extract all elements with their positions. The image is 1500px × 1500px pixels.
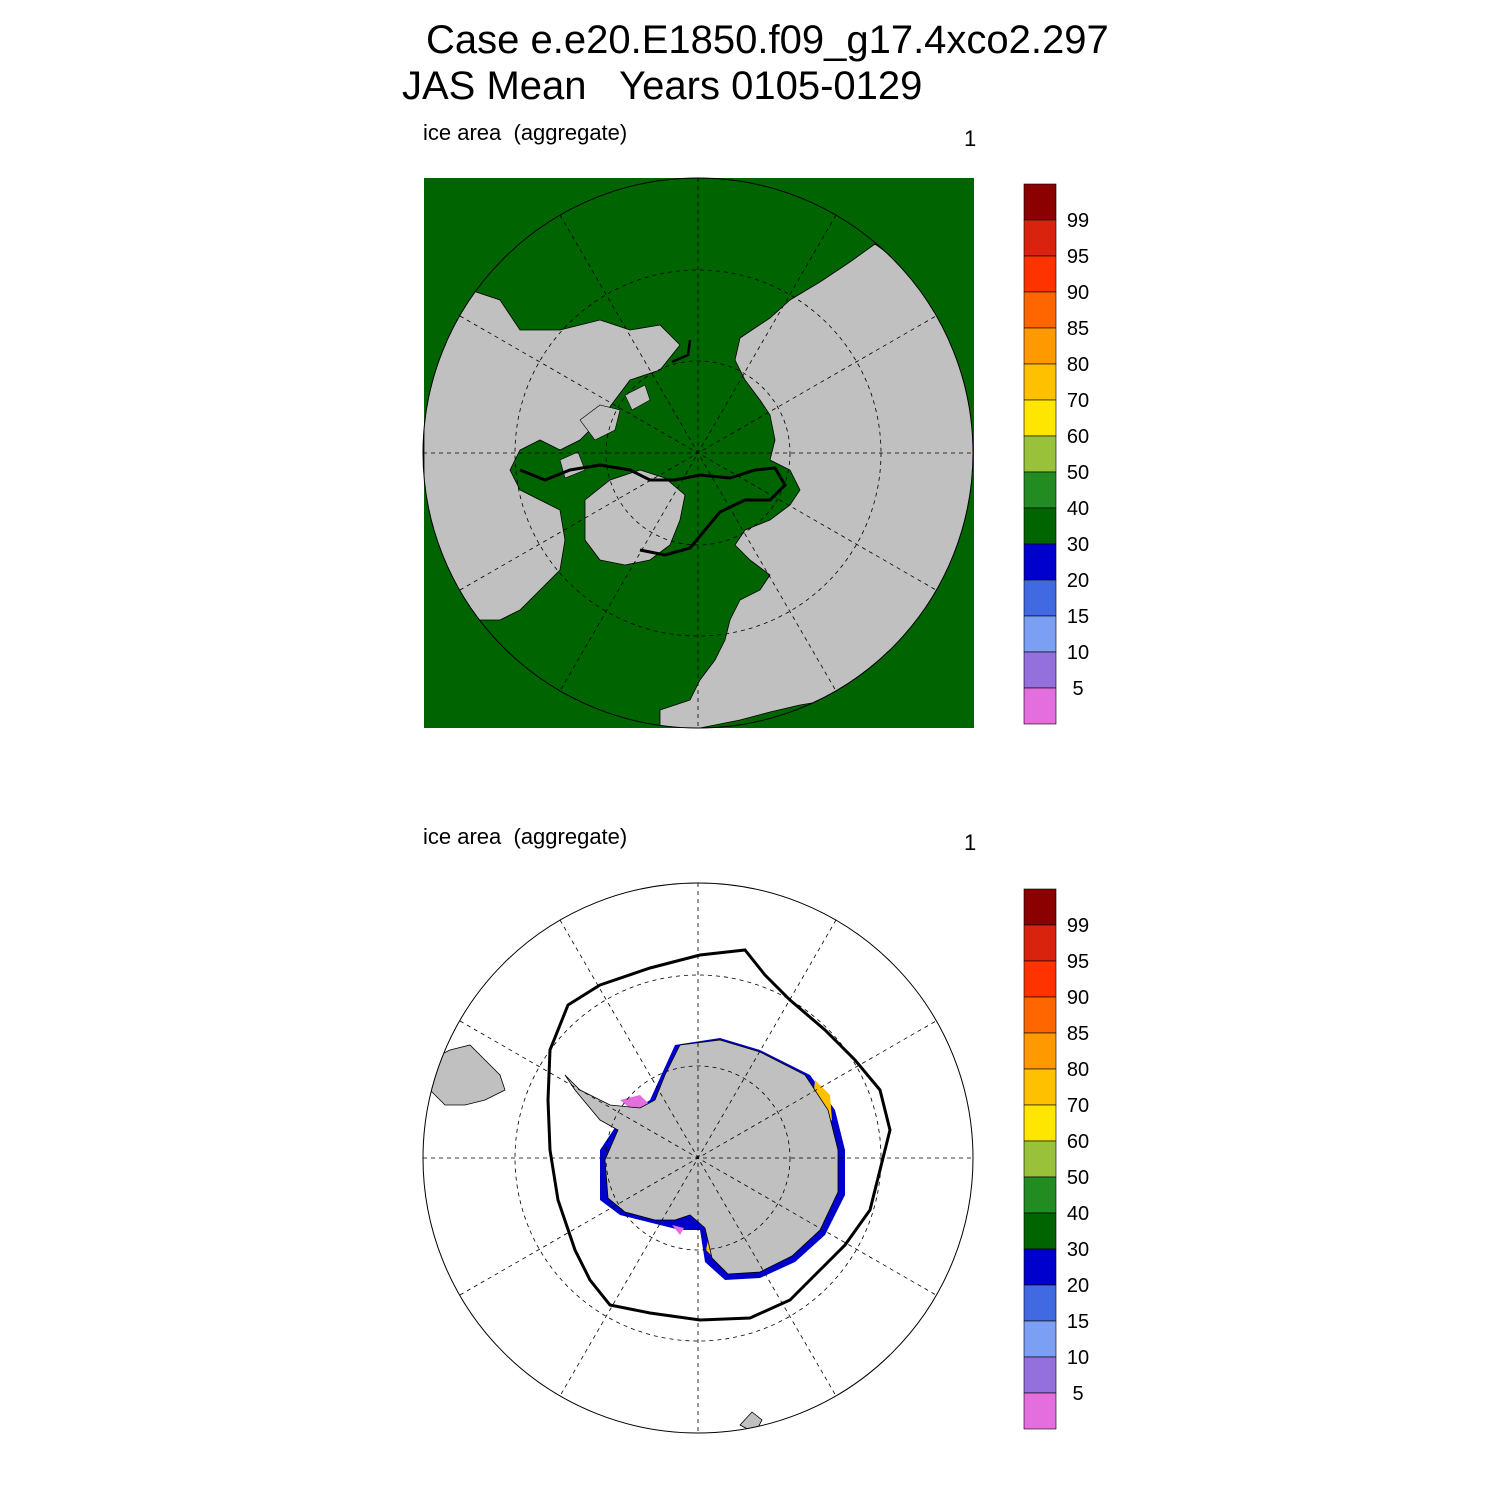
south-colorbar-swatch <box>1023 1248 1057 1286</box>
north-colorbar-label: 20 <box>1067 570 1089 592</box>
north-colorbar-label: 50 <box>1067 462 1089 484</box>
north-graticule <box>423 178 973 728</box>
south-land-antarctica <box>564 1039 839 1275</box>
north-colorbar-swatch <box>1023 255 1057 293</box>
north-colorbar-label: 40 <box>1067 498 1089 520</box>
north-colorbar-swatch <box>1023 507 1057 545</box>
north-colorbar-label: 85 <box>1067 318 1089 340</box>
north-colorbar-swatch <box>1023 615 1057 653</box>
south-colorbar-swatch <box>1023 1032 1057 1070</box>
north-colorbar-label: 60 <box>1067 426 1089 448</box>
north-colorbar-label: 95 <box>1067 246 1089 268</box>
north-colorbar-swatch <box>1023 543 1057 581</box>
south-colorbar-label: 70 <box>1067 1095 1089 1117</box>
north-colorbar-label: 90 <box>1067 282 1089 304</box>
north-colorbar-label: 99 <box>1067 210 1089 232</box>
south-map-border <box>422 882 974 1434</box>
south-colorbar-swatch <box>1023 996 1057 1034</box>
north-panel-number: 1 <box>964 126 977 151</box>
north-colorbar-swatch <box>1023 399 1057 437</box>
south-colorbar-label: 15 <box>1067 1311 1089 1333</box>
north-sea-ice-edge <box>519 463 787 557</box>
north-colorbar-swatch <box>1023 651 1057 689</box>
south-colorbar: 99 95 90 85 80 70 60 50 40 30 20 15 10 5 <box>1023 888 1089 1430</box>
north-colorbar-label: 80 <box>1067 354 1089 376</box>
south-colorbar-label: 60 <box>1067 1131 1089 1153</box>
north-colorbar-swatch <box>1023 291 1057 329</box>
south-colorbar-label: 30 <box>1067 1239 1089 1261</box>
north-map-border <box>422 177 974 729</box>
north-colorbar-label: 15 <box>1067 606 1089 628</box>
plot-subtitle: JAS Mean Years 0105-0129 <box>402 64 923 108</box>
south-colorbar-label: 50 <box>1067 1167 1089 1189</box>
north-colorbar-swatch <box>1023 183 1057 221</box>
south-colorbar-swatch <box>1023 1176 1057 1214</box>
south-colorbar-label: 99 <box>1067 915 1089 937</box>
south-colorbar-swatch <box>1023 924 1057 962</box>
south-colorbar-label: 90 <box>1067 987 1089 1009</box>
north-colorbar-swatch <box>1023 435 1057 473</box>
south-colorbar-swatch <box>1023 1356 1057 1394</box>
north-colorbar-swatch <box>1023 327 1057 365</box>
south-colorbar-swatch <box>1023 1320 1057 1358</box>
north-colorbar-swatch <box>1023 579 1057 617</box>
south-colorbar-label: 85 <box>1067 1023 1089 1045</box>
south-polar-map <box>422 882 974 1434</box>
south-colorbar-label: 20 <box>1067 1275 1089 1297</box>
south-colorbar-label: 80 <box>1067 1059 1089 1081</box>
north-sea-ice-edge-inner <box>671 339 692 364</box>
north-colorbar-label: 10 <box>1067 642 1089 664</box>
north-colorbar-swatch <box>1023 471 1057 509</box>
north-colorbar-swatch <box>1023 687 1057 725</box>
north-panel-label: ice area (aggregate) <box>423 120 628 145</box>
north-polar-map <box>422 177 974 729</box>
north-colorbar-label: 30 <box>1067 534 1089 556</box>
south-colorbar-swatch <box>1023 960 1057 998</box>
south-land-south-america <box>429 1044 506 1106</box>
south-colorbar-label: 5 <box>1072 1383 1083 1405</box>
south-panel-number: 1 <box>964 830 977 855</box>
south-colorbar-label: 40 <box>1067 1203 1089 1225</box>
north-colorbar-label: 70 <box>1067 390 1089 412</box>
south-colorbar-swatch <box>1023 888 1057 926</box>
south-colorbar-label: 95 <box>1067 951 1089 973</box>
south-colorbar-swatch <box>1023 1104 1057 1142</box>
north-colorbar-label: 5 <box>1072 678 1083 700</box>
north-land-north-america <box>423 289 681 621</box>
south-colorbar-swatch <box>1023 1392 1057 1430</box>
south-colorbar-swatch <box>1023 1212 1057 1250</box>
south-colorbar-swatch <box>1023 1068 1057 1106</box>
north-colorbar-swatch <box>1023 219 1057 257</box>
north-colorbar-swatch <box>1023 363 1057 401</box>
south-colorbar-swatch <box>1023 1284 1057 1322</box>
south-colorbar-swatch <box>1023 1140 1057 1178</box>
south-sea-ice-edge <box>546 948 892 1322</box>
plot-title: Case e.e20.E1850.f09_g17.4xco2.297 <box>426 18 1109 62</box>
south-panel-label: ice area (aggregate) <box>423 824 628 849</box>
south-colorbar-label: 10 <box>1067 1347 1089 1369</box>
south-graticule <box>423 883 973 1433</box>
north-colorbar: 99 95 90 85 80 70 60 50 40 30 20 15 10 5 <box>1023 183 1089 725</box>
